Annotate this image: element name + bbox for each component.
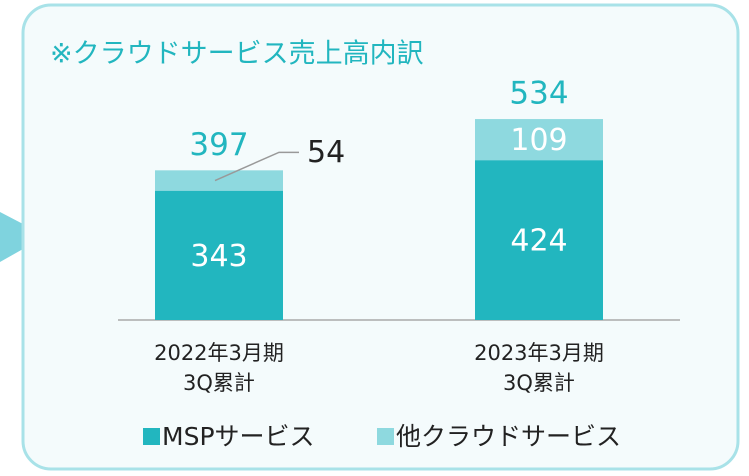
bar-segment	[155, 190, 283, 320]
panel	[21, 3, 740, 471]
chart-title: ※クラウドサービス売上高内訳	[50, 39, 424, 70]
x-tick-label: 2022年3月期	[154, 341, 284, 365]
leader-line	[214, 151, 299, 182]
bar-segment	[475, 119, 603, 161]
legend-label: 他クラウドサービス	[396, 422, 621, 451]
x-tick-label: 2023年3月期	[474, 341, 604, 365]
value-label: 424	[510, 224, 567, 259]
value-label: 54	[307, 135, 345, 170]
value-label: 109	[510, 123, 567, 158]
bar-segment	[155, 170, 283, 191]
legend-label: MSPサービス	[162, 422, 315, 451]
x-tick-label: 3Q累計	[183, 371, 255, 395]
x-tick-label: 3Q累計	[503, 371, 575, 395]
legend-swatch	[377, 428, 394, 445]
total-label: 534	[509, 76, 568, 112]
value-label: 343	[190, 239, 247, 274]
total-label: 397	[189, 127, 248, 163]
legend-swatch	[143, 428, 160, 445]
bar-segment	[475, 160, 603, 320]
